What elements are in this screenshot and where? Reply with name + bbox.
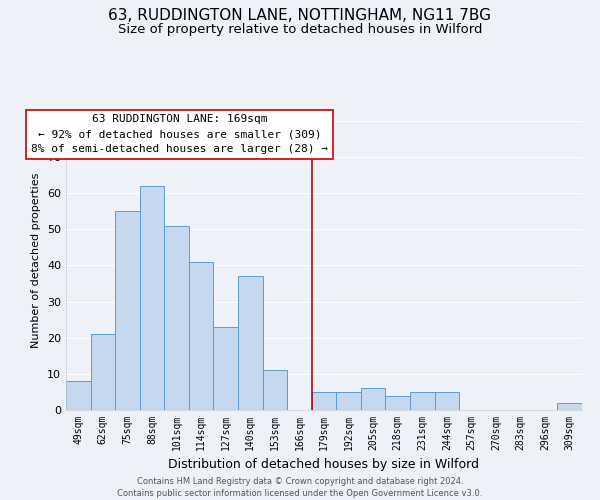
Bar — [66, 381, 91, 410]
Bar — [140, 186, 164, 410]
Bar — [263, 370, 287, 410]
Bar — [336, 392, 361, 410]
Bar — [115, 211, 140, 410]
Bar — [312, 392, 336, 410]
Text: 63 RUDDINGTON LANE: 169sqm
← 92% of detached houses are smaller (309)
8% of semi: 63 RUDDINGTON LANE: 169sqm ← 92% of deta… — [31, 114, 328, 154]
Text: Contains HM Land Registry data © Crown copyright and database right 2024.: Contains HM Land Registry data © Crown c… — [137, 478, 463, 486]
Bar — [214, 327, 238, 410]
Text: 63, RUDDINGTON LANE, NOTTINGHAM, NG11 7BG: 63, RUDDINGTON LANE, NOTTINGHAM, NG11 7B… — [109, 8, 491, 22]
Bar — [164, 226, 189, 410]
Bar — [238, 276, 263, 410]
Bar — [557, 403, 582, 410]
Bar — [410, 392, 434, 410]
Text: Size of property relative to detached houses in Wilford: Size of property relative to detached ho… — [118, 22, 482, 36]
Bar — [189, 262, 214, 410]
Text: Contains public sector information licensed under the Open Government Licence v3: Contains public sector information licen… — [118, 489, 482, 498]
Bar — [361, 388, 385, 410]
X-axis label: Distribution of detached houses by size in Wilford: Distribution of detached houses by size … — [169, 458, 479, 471]
Bar — [434, 392, 459, 410]
Y-axis label: Number of detached properties: Number of detached properties — [31, 172, 41, 348]
Bar — [385, 396, 410, 410]
Bar — [91, 334, 115, 410]
